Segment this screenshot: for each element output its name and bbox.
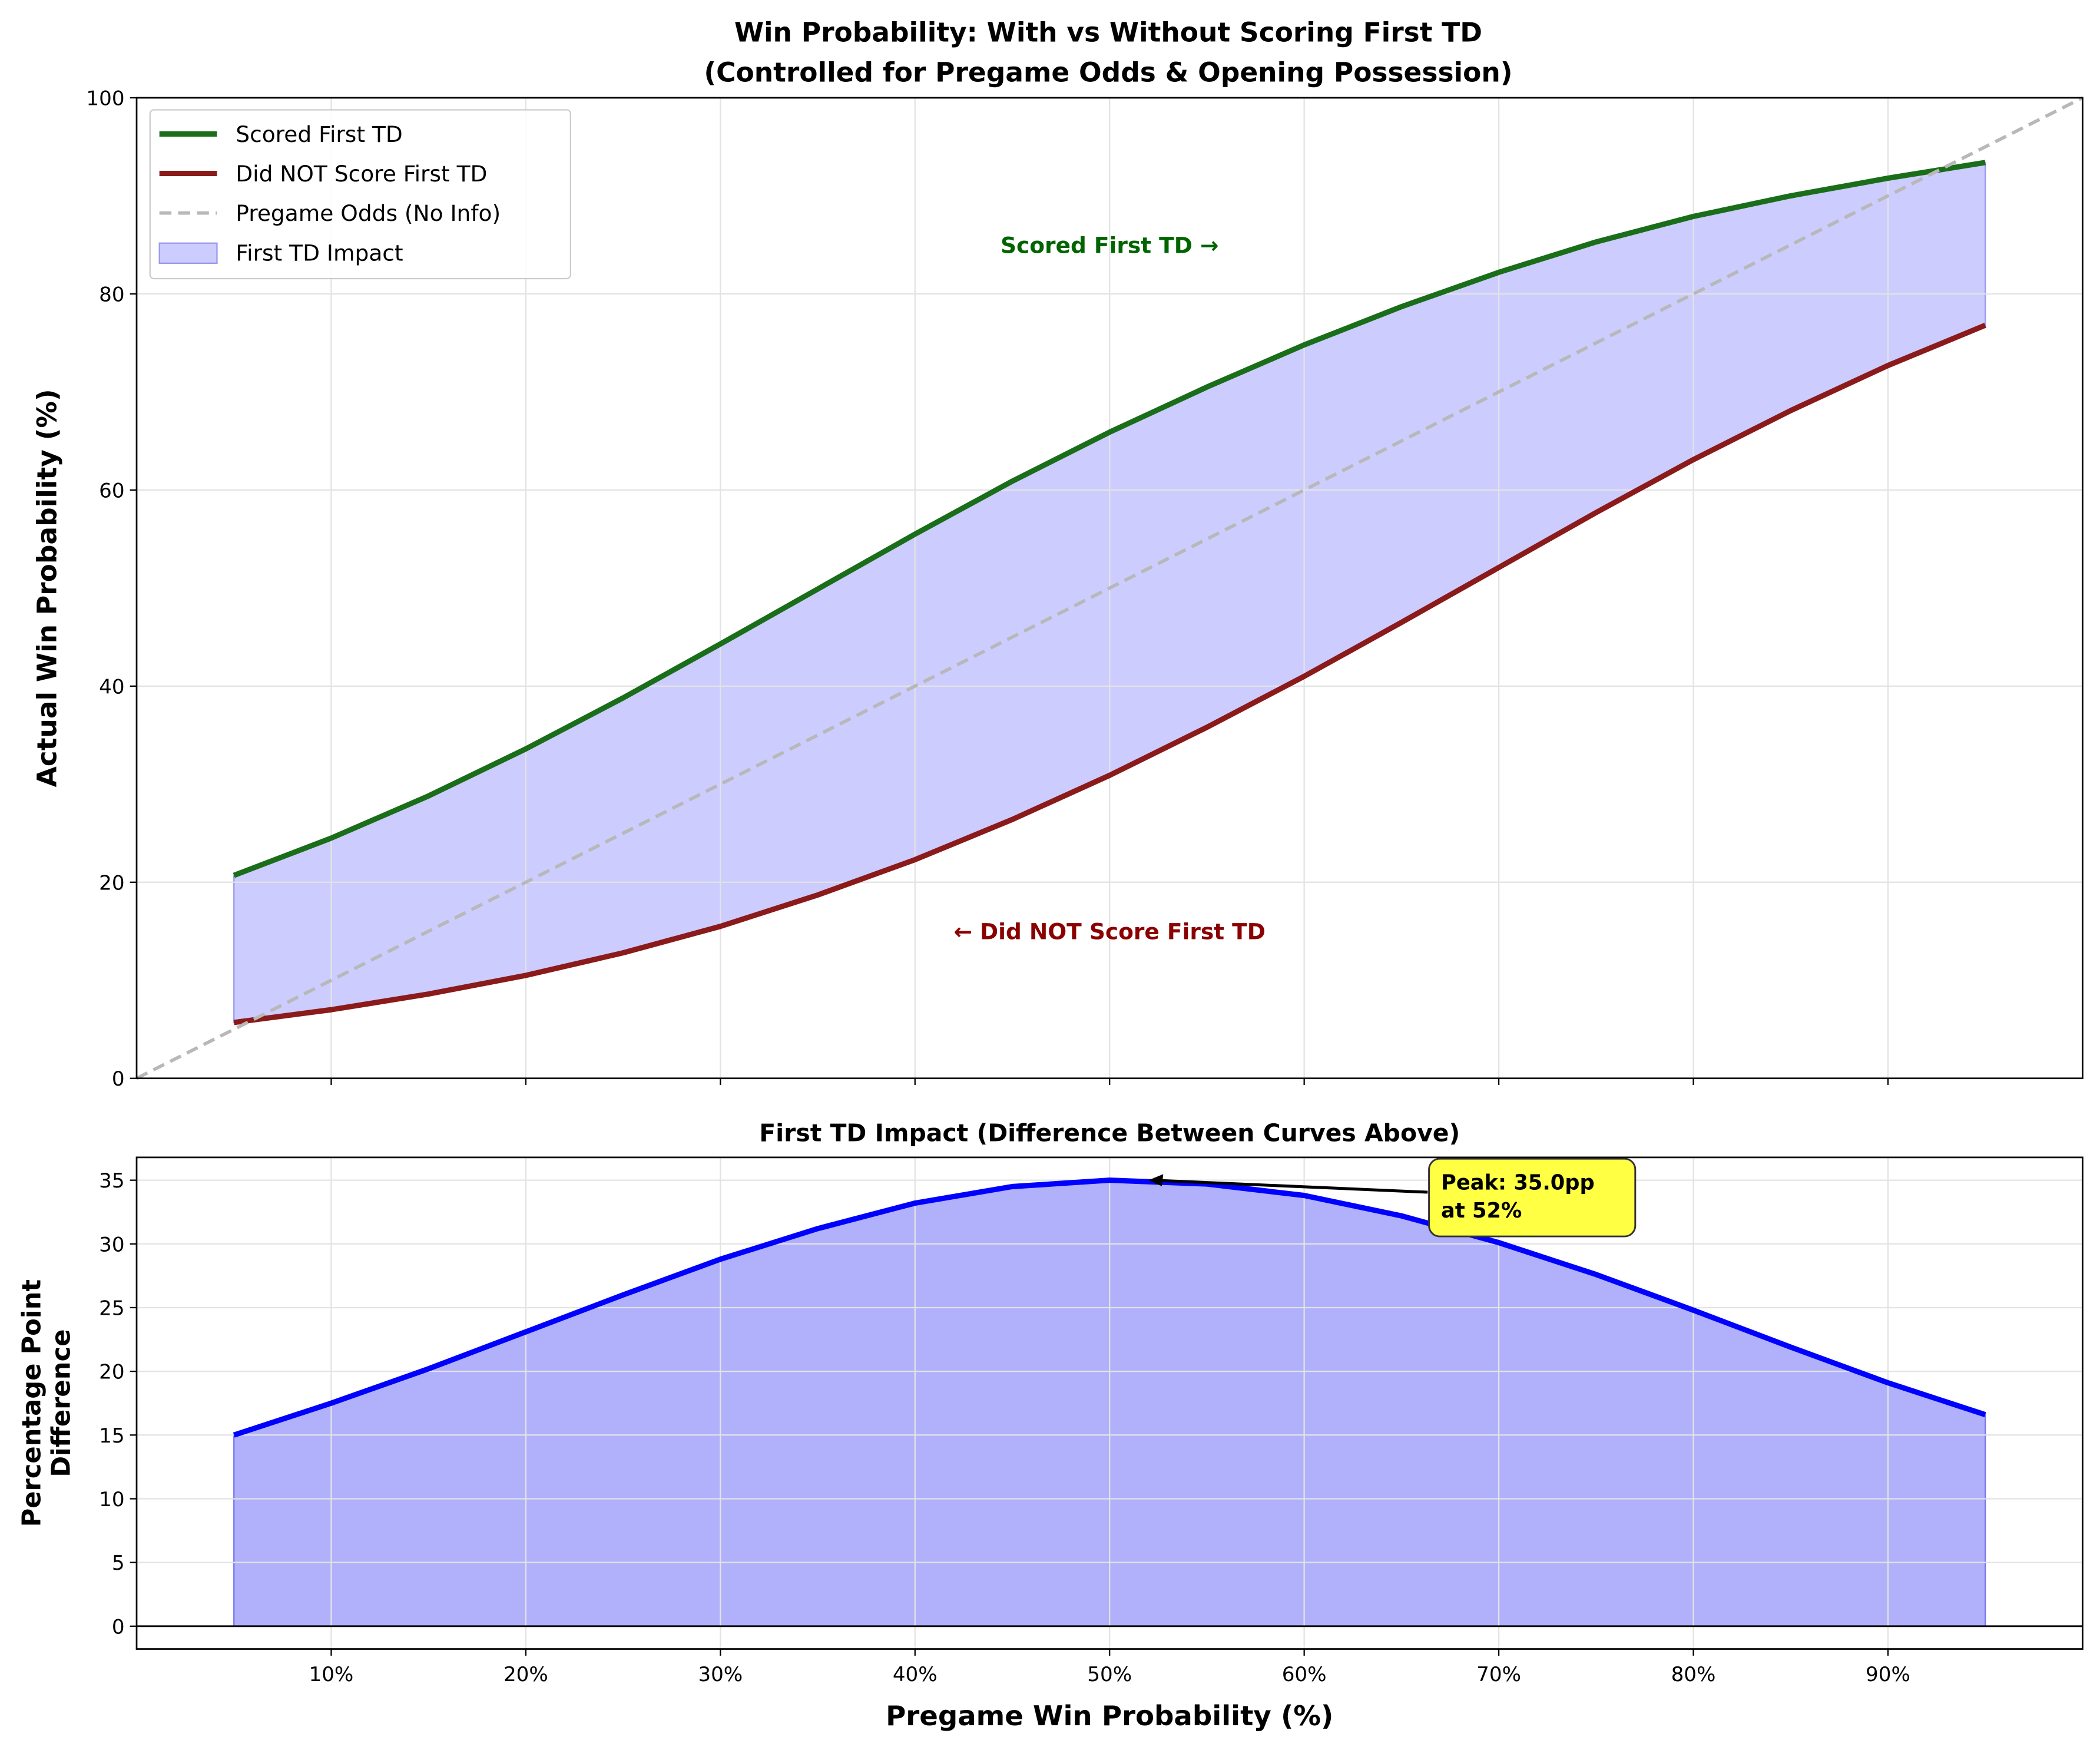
x-tick-label: 20% <box>504 1663 548 1686</box>
y-tick-label: 30 <box>99 1233 124 1256</box>
annotation-label: Peak: 35.0pp <box>1441 1170 1595 1195</box>
y-tick-label: 40 <box>99 675 124 699</box>
series-line <box>233 323 1986 1025</box>
y-axis-label: Percentage Point <box>17 1279 47 1527</box>
legend-box <box>149 109 571 280</box>
y-tick-label: 0 <box>112 1067 125 1091</box>
x-axis-label: Pregame Win Probability (%) <box>886 1700 1333 1732</box>
y-tick-label: 100 <box>86 87 124 111</box>
legend-label: Pregame Odds (No Info) <box>236 200 501 226</box>
chart-title: First TD Impact (Difference Between Curv… <box>759 1119 1460 1147</box>
plot-frame <box>135 1156 2084 1650</box>
y-axis-label: Difference <box>47 1329 76 1477</box>
legend-label: Did NOT Score First TD <box>236 161 487 187</box>
annotation-arrow <box>1152 1179 1428 1194</box>
x-tick-label: 10% <box>309 1663 354 1686</box>
legend-swatch <box>158 242 218 264</box>
annotation: Scored First TD → <box>1001 232 1218 258</box>
y-tick-label: 60 <box>99 479 124 502</box>
annotation: ← Did NOT Score First TD <box>953 919 1265 945</box>
annotation-box <box>1428 1157 1637 1238</box>
chart-title: Win Probability: With vs Without Scoring… <box>734 16 1482 48</box>
y-tick-label: 0 <box>112 1615 125 1639</box>
y-tick-label: 80 <box>99 283 124 306</box>
y-axis-label: Actual Win Probability (%) <box>32 389 63 787</box>
x-tick-label: 60% <box>1282 1663 1327 1686</box>
y-tick-label: 15 <box>99 1424 124 1448</box>
series-line <box>135 96 2084 1080</box>
x-tick-label: 90% <box>1866 1663 1910 1686</box>
legend: Scored First TD Did NOT Score First TD Pre… <box>149 109 571 280</box>
y-tick-label: 20 <box>99 1361 124 1384</box>
plot-frame <box>135 97 2084 1080</box>
x-tick-label: 70% <box>1476 1663 1521 1686</box>
y-tick-label: 5 <box>112 1551 125 1575</box>
legend-label: Scored First TD <box>236 121 402 147</box>
area-line <box>233 1177 1986 1438</box>
x-tick-label: 50% <box>1087 1663 1132 1686</box>
x-tick-label: 40% <box>893 1663 938 1686</box>
x-tick-label: 80% <box>1671 1663 1716 1686</box>
y-tick-label: 35 <box>99 1169 124 1193</box>
legend-label: First TD Impact <box>236 240 403 266</box>
y-tick-label: 25 <box>99 1296 124 1320</box>
x-tick-label: 30% <box>698 1663 743 1686</box>
chart-subtitle: (Controlled for Pregame Odds & Opening P… <box>704 57 1512 88</box>
series-line <box>233 160 1986 878</box>
y-tick-label: 10 <box>99 1488 124 1511</box>
y-tick-label: 20 <box>99 871 124 895</box>
annotation-label: at 52% <box>1441 1199 1522 1223</box>
annotation-arrowhead <box>1148 1174 1164 1186</box>
